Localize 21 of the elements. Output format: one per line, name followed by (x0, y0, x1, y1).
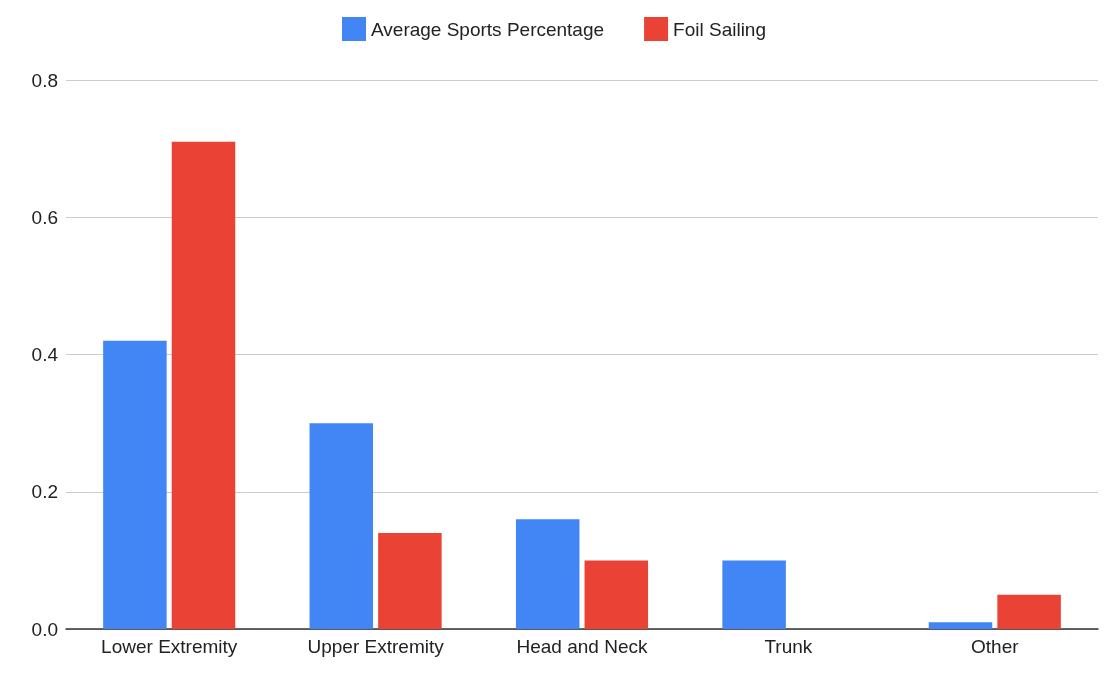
legend-label: Foil Sailing (673, 18, 767, 40)
y-tick-label: 0.0 (31, 618, 58, 640)
y-tick-label: 0.6 (31, 206, 58, 228)
bar (928, 622, 993, 629)
bar (515, 519, 580, 629)
bar (378, 532, 442, 629)
bar (722, 560, 786, 629)
y-tick-label: 0.2 (31, 481, 58, 503)
y-tick-label: 0.8 (31, 69, 58, 91)
x-tick-label: Head and Neck (516, 636, 648, 657)
bar (309, 423, 374, 629)
bar (584, 560, 649, 629)
x-tick-label: Other (971, 636, 1020, 657)
bar (997, 594, 1061, 629)
bar (103, 340, 167, 629)
legend-label: Average Sports Percentage (371, 18, 605, 40)
y-tick-label: 0.4 (31, 344, 59, 365)
x-tick-label: Lower Extremity (101, 636, 238, 657)
bar (171, 141, 236, 629)
x-tick-label: Upper Extremity (307, 636, 445, 657)
x-tick-label: Trunk (764, 636, 813, 657)
